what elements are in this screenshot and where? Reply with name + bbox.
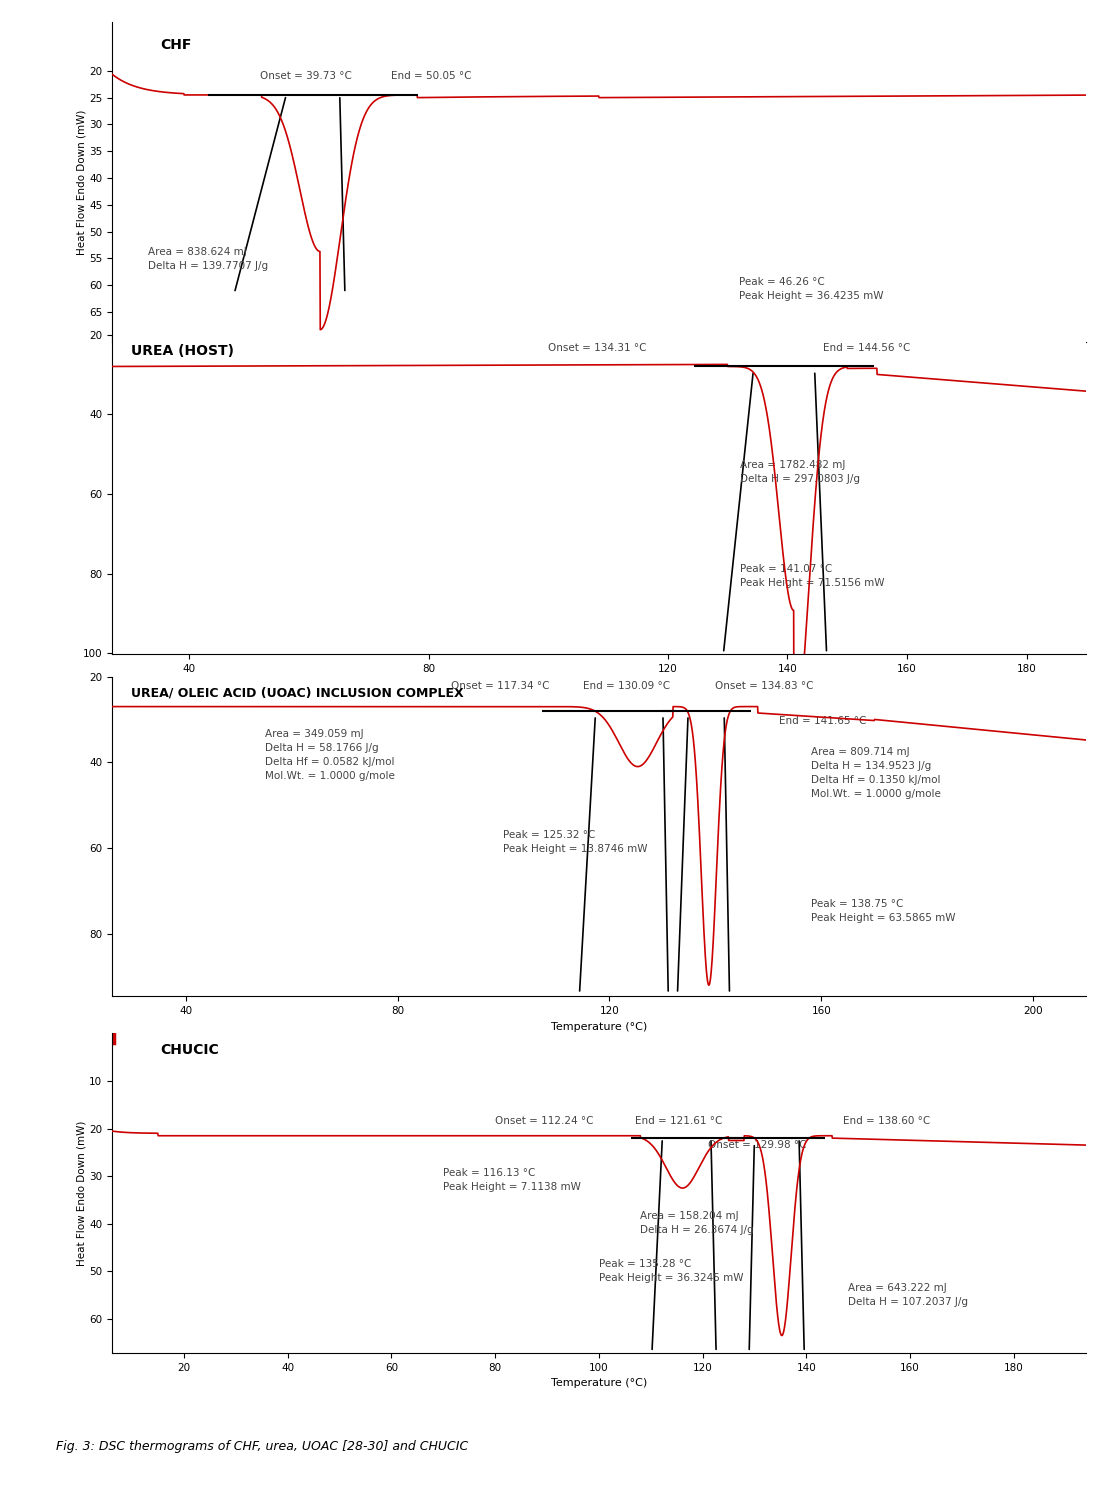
Text: Onset = 117.34 °C: Onset = 117.34 °C bbox=[450, 681, 549, 691]
Text: Onset = 39.73 °C: Onset = 39.73 °C bbox=[260, 71, 352, 80]
Text: Area = 643.222 mJ
Delta H = 107.2037 J/g: Area = 643.222 mJ Delta H = 107.2037 J/g bbox=[848, 1283, 968, 1307]
Text: Fig. 3: DSC thermograms of CHF, urea, UOAC [28-30] and CHUCIC: Fig. 3: DSC thermograms of CHF, urea, UO… bbox=[56, 1439, 468, 1453]
Text: UREA (HOST): UREA (HOST) bbox=[131, 343, 234, 358]
Text: CHF: CHF bbox=[161, 39, 193, 52]
X-axis label: Temperature (°C): Temperature (°C) bbox=[551, 1378, 647, 1389]
Text: End = 121.61 °C: End = 121.61 °C bbox=[635, 1115, 722, 1126]
Text: Peak = 46.26 °C
Peak Height = 36.4235 mW: Peak = 46.26 °C Peak Height = 36.4235 mW bbox=[739, 277, 884, 300]
Text: End = 138.60 °C: End = 138.60 °C bbox=[842, 1115, 930, 1126]
X-axis label: Temperature (°C): Temperature (°C) bbox=[551, 1022, 647, 1032]
Text: Peak = 135.28 °C
Peak Height = 36.3245 mW: Peak = 135.28 °C Peak Height = 36.3245 m… bbox=[599, 1259, 744, 1283]
Text: Peak = 116.13 °C
Peak Height = 7.1138 mW: Peak = 116.13 °C Peak Height = 7.1138 mW bbox=[444, 1169, 581, 1193]
Text: Peak = 141.07 °C
Peak Height = 71.5156 mW: Peak = 141.07 °C Peak Height = 71.5156 m… bbox=[739, 564, 884, 587]
Text: End = 141.65 °C: End = 141.65 °C bbox=[780, 715, 867, 726]
Text: Area = 158.204 mJ
Delta H = 26.3674 J/g: Area = 158.204 mJ Delta H = 26.3674 J/g bbox=[641, 1212, 754, 1236]
Y-axis label: Heat Flow Endo Down (mW): Heat Flow Endo Down (mW) bbox=[76, 110, 86, 254]
Text: CHUCIC: CHUCIC bbox=[161, 1042, 220, 1057]
Text: End = 130.09 °C: End = 130.09 °C bbox=[584, 681, 670, 691]
Text: Onset = 134.83 °C: Onset = 134.83 °C bbox=[716, 681, 814, 691]
Text: End = 144.56 °C: End = 144.56 °C bbox=[823, 342, 911, 352]
X-axis label: Temperature (°C): Temperature (°C) bbox=[551, 367, 647, 378]
X-axis label: Temperature (°C): Temperature (°C) bbox=[551, 680, 647, 690]
Text: Area = 349.059 mJ
Delta H = 58.1766 J/g
Delta Hf = 0.0582 kJ/mol
Mol.Wt. = 1.000: Area = 349.059 mJ Delta H = 58.1766 J/g … bbox=[265, 730, 395, 782]
Text: Onset = 134.31 °C: Onset = 134.31 °C bbox=[548, 342, 646, 352]
Text: End = 50.05 °C: End = 50.05 °C bbox=[391, 71, 472, 80]
Text: Peak = 125.32 °C
Peak Height = 13.8746 mW: Peak = 125.32 °C Peak Height = 13.8746 m… bbox=[504, 830, 648, 855]
Text: Onset = 129.98 °C: Onset = 129.98 °C bbox=[708, 1139, 806, 1149]
Text: UREA/ OLEIC ACID (UOAC) INCLUSION COMPLEX: UREA/ OLEIC ACID (UOAC) INCLUSION COMPLE… bbox=[131, 686, 464, 699]
Text: Onset = 112.24 °C: Onset = 112.24 °C bbox=[495, 1115, 594, 1126]
Text: Area = 838.624 mJ
Delta H = 139.7707 J/g: Area = 838.624 mJ Delta H = 139.7707 J/g bbox=[148, 247, 268, 271]
Y-axis label: Heat Flow Endo Down (mW): Heat Flow Endo Down (mW) bbox=[76, 1121, 86, 1265]
Text: Area = 1782.482 mJ
Delta H = 297.0803 J/g: Area = 1782.482 mJ Delta H = 297.0803 J/… bbox=[739, 459, 859, 485]
Text: Peak = 138.75 °C
Peak Height = 63.5865 mW: Peak = 138.75 °C Peak Height = 63.5865 m… bbox=[811, 900, 955, 923]
Text: Area = 809.714 mJ
Delta H = 134.9523 J/g
Delta Hf = 0.1350 kJ/mol
Mol.Wt. = 1.00: Area = 809.714 mJ Delta H = 134.9523 J/g… bbox=[811, 746, 941, 799]
